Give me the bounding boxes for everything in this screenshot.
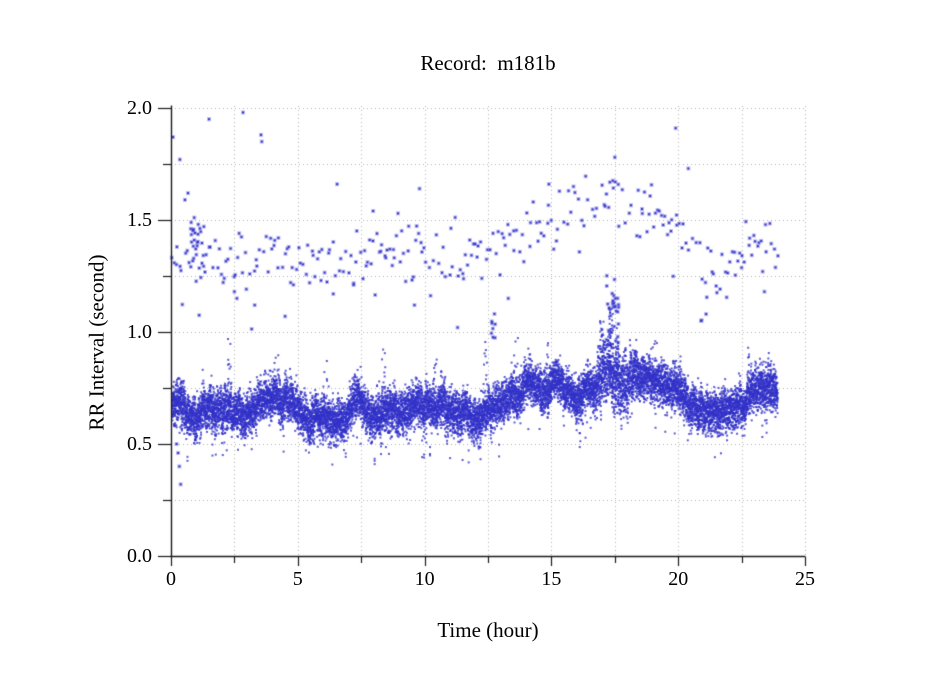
y-tick-label: 1.5 [127, 209, 152, 231]
x-tick-label: 25 [795, 568, 815, 590]
y-tick-label: 2.0 [127, 97, 152, 119]
x-axis-label: Time (hour) [437, 618, 539, 642]
x-tick-label: 20 [668, 568, 689, 590]
chart-title: Record: m181b [420, 51, 556, 75]
y-tick-label: 0.0 [127, 545, 152, 567]
y-tick-label: 1.0 [127, 321, 152, 343]
x-tick-label: 15 [541, 568, 562, 590]
x-tick-label: 0 [166, 568, 176, 590]
x-tick-label: 10 [414, 568, 435, 590]
y-tick-label: 0.5 [127, 433, 152, 455]
x-tick-label: 5 [292, 568, 303, 590]
